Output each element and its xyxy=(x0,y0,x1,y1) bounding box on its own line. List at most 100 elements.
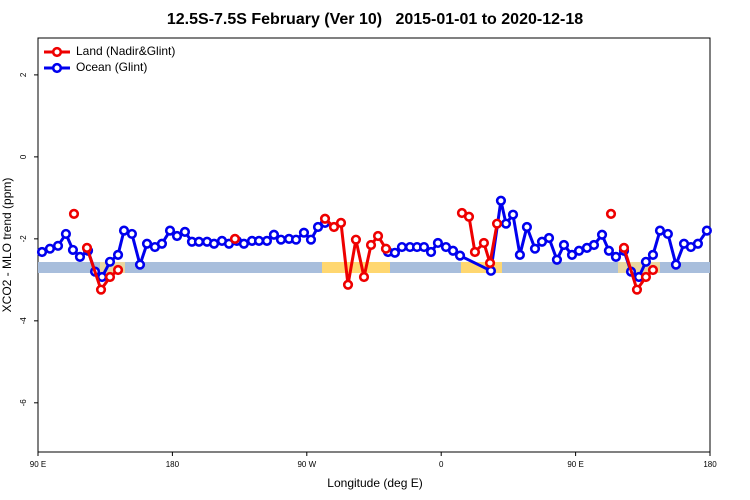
data-point xyxy=(319,213,331,224)
data-point xyxy=(558,239,570,251)
data-point xyxy=(692,238,704,249)
data-point xyxy=(701,225,712,236)
legend-marker xyxy=(51,46,63,58)
y-tick-label: 0 xyxy=(19,154,28,159)
data-point xyxy=(60,228,72,240)
data-point xyxy=(500,218,512,229)
data-point xyxy=(52,240,64,251)
x-tick-label: 180 xyxy=(703,460,717,469)
data-point xyxy=(447,245,459,256)
data-point xyxy=(171,230,183,242)
x-tick-label: 0 xyxy=(439,460,444,469)
data-point xyxy=(156,238,168,249)
data-point xyxy=(358,271,370,283)
data-point xyxy=(640,271,652,283)
y-axis-label: XCO2 - MLO trend (ppm) xyxy=(0,178,14,313)
data-point xyxy=(238,238,250,249)
y-tick-label: 2 xyxy=(19,72,28,77)
data-point xyxy=(566,249,578,260)
data-point xyxy=(81,242,93,253)
data-point xyxy=(112,264,124,276)
data-point xyxy=(44,243,56,254)
data-point xyxy=(573,245,585,256)
y-tick-label: -6 xyxy=(19,399,28,407)
data-point xyxy=(134,259,146,270)
data-point xyxy=(551,254,563,265)
plot-frame xyxy=(37,37,711,453)
data-point xyxy=(305,234,317,245)
data-point xyxy=(605,208,617,219)
data-point xyxy=(104,256,116,267)
data-point xyxy=(112,249,124,260)
data-point xyxy=(543,232,555,244)
data-point xyxy=(425,246,437,258)
data-point xyxy=(342,279,354,290)
x-tick-label: 90 E xyxy=(30,460,46,469)
data-point xyxy=(328,221,340,233)
land-band xyxy=(322,262,390,273)
data-point xyxy=(603,245,615,256)
data-point xyxy=(164,225,176,236)
data-point xyxy=(208,238,220,249)
data-point xyxy=(640,256,652,267)
data-point xyxy=(588,239,600,251)
data-point xyxy=(389,247,401,258)
data-point xyxy=(521,221,533,233)
x-axis-label: Longitude (deg E) xyxy=(327,476,422,490)
x-tick-label: 180 xyxy=(166,460,180,469)
legend-label: Land (Nadir&Glint) xyxy=(76,44,175,58)
data-point xyxy=(610,251,622,262)
data-point xyxy=(335,217,347,228)
data-point xyxy=(275,234,287,245)
data-point xyxy=(454,250,466,261)
data-point xyxy=(141,238,153,249)
data-point xyxy=(647,264,659,276)
data-point xyxy=(491,218,503,229)
x-tick-label: 90 W xyxy=(297,460,316,469)
data-point xyxy=(229,233,241,244)
data-point xyxy=(95,284,107,295)
chart-title: 12.5S-7.5S February (Ver 10) 2015-01-01 … xyxy=(167,11,583,28)
data-point xyxy=(253,235,265,247)
data-point xyxy=(418,241,430,253)
data-point xyxy=(507,209,519,220)
land-band xyxy=(618,262,660,273)
data-point xyxy=(484,257,496,269)
data-point xyxy=(290,234,302,245)
data-point xyxy=(514,249,525,260)
data-point xyxy=(68,208,80,219)
y-tick-label: -2 xyxy=(19,235,28,243)
data-point xyxy=(312,221,324,233)
data-point xyxy=(380,243,392,254)
data-point xyxy=(654,225,666,236)
data-point xyxy=(670,259,682,270)
data-point xyxy=(478,237,490,249)
data-point xyxy=(118,225,130,236)
data-point xyxy=(67,244,79,256)
data-point xyxy=(396,241,408,253)
legend-marker xyxy=(51,62,63,74)
data-point xyxy=(298,227,310,238)
data-point xyxy=(463,211,475,222)
data-point xyxy=(193,236,205,247)
data-point xyxy=(179,226,191,237)
data-point xyxy=(36,246,48,258)
data-point xyxy=(618,242,630,253)
data-point xyxy=(529,243,541,254)
data-point xyxy=(104,271,116,283)
data-point xyxy=(596,229,608,240)
data-point xyxy=(662,228,673,240)
data-point xyxy=(365,239,377,251)
data-point xyxy=(485,265,497,276)
data-point xyxy=(631,284,643,295)
data-point xyxy=(469,246,481,258)
x-tick-label: 90 E xyxy=(567,460,583,469)
legend-label: Ocean (Glint) xyxy=(76,60,147,74)
data-point xyxy=(126,228,138,240)
y-tick-label: -4 xyxy=(19,317,28,325)
legend: Land (Nadir&Glint) Ocean (Glint) xyxy=(44,44,175,74)
data-point xyxy=(350,234,362,245)
land-band xyxy=(100,262,125,273)
data-point xyxy=(647,249,659,260)
